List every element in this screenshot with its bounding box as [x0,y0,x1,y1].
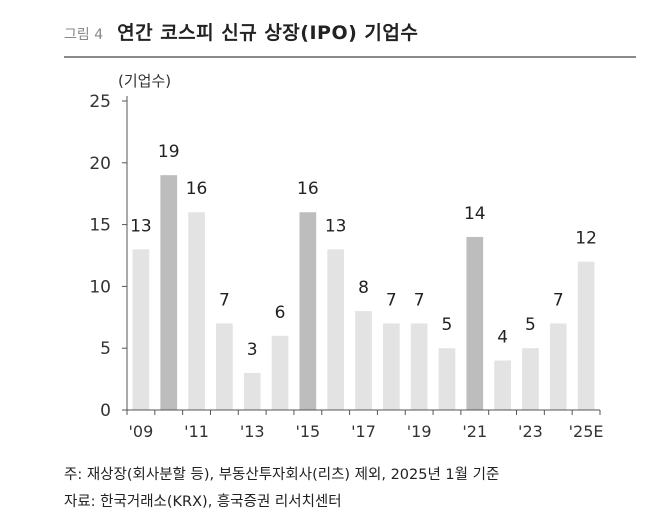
data-label: 7 [219,290,230,310]
x-axis: '09 '11 '13 '15 '17 '19 '21 '23 '25E [126,409,604,441]
bar [494,360,511,410]
bar [160,175,178,410]
bar [522,348,539,410]
bar [549,323,567,410]
note-text: 주: 재상장(회사분할 등), 부동산투자회사(리츠) 제외, 2025년 1월… [64,467,500,483]
data-label: 19 [158,142,180,162]
data-label: 3 [247,340,258,360]
x-tick-label: '21 [462,422,487,441]
bar [299,212,317,410]
source-text: 자료: 한국거래소(KRX), 흥국증권 리서치센터 [64,494,342,510]
bar [327,249,345,410]
data-label: 7 [414,290,425,310]
y-axis: 0 5 10 15 20 25 [89,92,128,421]
bars [132,175,595,410]
data-label: 13 [325,216,347,236]
bar [410,323,428,410]
y-tick-label: 15 [89,216,111,236]
y-tick-label: 5 [100,339,111,359]
bar [216,323,233,410]
data-label: 5 [442,315,453,335]
data-label: 5 [525,315,536,335]
x-tick-label: '15 [295,422,320,441]
data-label: 14 [464,204,486,224]
x-tick-label: '25E [569,422,604,441]
bar [188,212,205,410]
x-tick-label: '19 [407,422,432,441]
figure-number: 그림 4 [64,27,104,43]
bar [132,249,150,410]
y-tick-label: 0 [100,401,111,421]
y-tick-label: 10 [89,277,111,297]
footnotes: 주: 재상장(회사분할 등), 부동산투자회사(리츠) 제외, 2025년 1월… [64,462,499,516]
data-label: 7 [386,290,397,310]
bar [271,335,289,410]
y-tick-label: 25 [89,92,111,112]
data-label: 16 [186,179,208,199]
data-label: 13 [130,216,152,236]
x-tick-label: '09 [129,422,154,441]
data-label: 7 [553,290,564,310]
y-tick-label: 20 [89,154,111,174]
bar [577,261,595,410]
bar [438,348,456,410]
bar [382,323,400,410]
y-axis-unit-label: (기업수) [118,72,172,90]
data-label: 4 [497,328,508,348]
title-divider [64,56,636,58]
x-tick-label: '11 [184,422,209,441]
x-tick-label: '17 [351,422,376,441]
data-label: 16 [297,179,319,199]
figure-header: 그림 4 연간 코스피 신규 상장(IPO) 기업수 [64,18,418,48]
chart-title: 연간 코스피 신규 상장(IPO) 기업수 [117,22,419,44]
x-tick-label: '13 [240,422,265,441]
bar [243,372,261,410]
bar [355,311,372,410]
bar [466,236,484,410]
data-label: 12 [575,229,597,249]
data-label: 8 [358,278,369,298]
x-tick-label: '23 [518,422,543,441]
data-label: 6 [275,303,286,323]
